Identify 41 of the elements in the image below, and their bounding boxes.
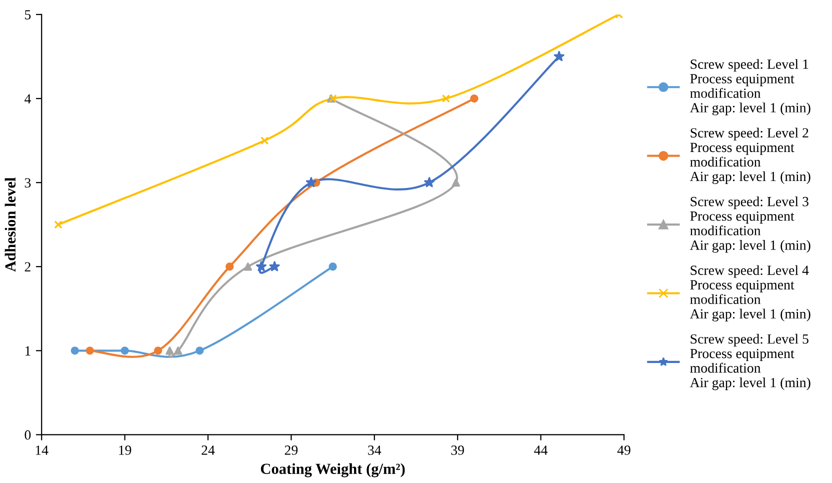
y-tick-label: 1 <box>25 346 30 356</box>
y-tick-label: 4 <box>24 94 31 104</box>
y-tick-label: 0 <box>24 430 31 440</box>
x-axis-title: Coating Weight (g/m²) <box>260 463 405 478</box>
point <box>260 136 269 145</box>
x-tick-label: 39 <box>451 446 464 455</box>
legend-label: Screw speed: Level 1 Process equipment modification Air gap: level 1 (min) <box>690 59 810 116</box>
y-tick-label: 2 <box>24 262 30 272</box>
x-tick-label: 29 <box>284 446 298 455</box>
point <box>86 346 94 355</box>
point <box>554 51 564 62</box>
point <box>306 177 316 188</box>
point <box>196 346 204 355</box>
y-tick-label: 5 <box>25 10 31 20</box>
point <box>154 346 162 355</box>
legend-label: Screw speed: Level 4 Process equipment modification Air gap: level 1 (min) <box>690 265 810 322</box>
y-tick-label: 3 <box>24 178 31 188</box>
x-tick-label: 44 <box>534 446 548 455</box>
point <box>256 261 267 272</box>
x-tick-label: 24 <box>202 446 215 455</box>
point <box>470 94 478 103</box>
point <box>244 262 252 271</box>
legend-label: Screw speed: Level 2 Process equipment modification Air gap: level 1 (min) <box>690 128 810 184</box>
legend-label: Screw speed: Level 3 Process equipment modification Air gap: level 1 (min) <box>690 196 810 253</box>
x-tick-label: 34 <box>368 446 382 455</box>
point <box>328 262 337 271</box>
point <box>442 94 450 103</box>
point <box>70 346 79 355</box>
point <box>166 346 174 355</box>
point <box>424 177 435 188</box>
legend-label: Screw speed: Level 5 Process equipment modification Air gap: level 1 (min) <box>690 334 810 390</box>
point <box>452 178 460 187</box>
point <box>226 262 234 271</box>
y-axis-title: Adhesion level <box>4 178 16 272</box>
point <box>54 220 62 229</box>
x-tick-label: 14 <box>36 446 48 455</box>
point <box>269 261 280 272</box>
x-tick-label: 49 <box>617 446 630 455</box>
point <box>174 346 182 355</box>
x-tick-label: 19 <box>119 446 132 455</box>
point <box>120 346 129 355</box>
